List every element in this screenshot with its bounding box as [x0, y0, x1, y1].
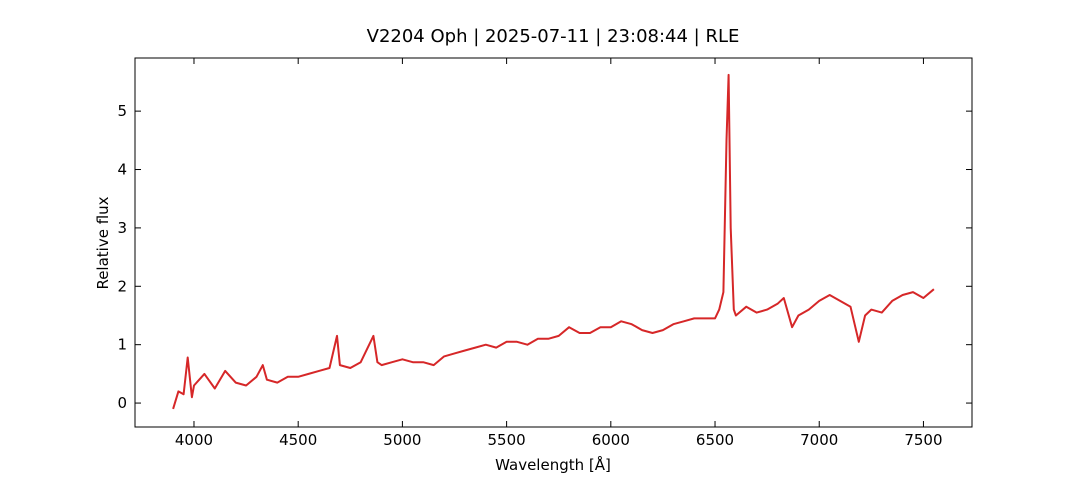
- x-tick-label: 4000: [175, 431, 213, 449]
- x-axis-label: Wavelength [Å]: [495, 455, 611, 474]
- x-tick-label: 5500: [488, 431, 526, 449]
- spectrum-line: [172, 73, 935, 410]
- y-tick-label: 1: [117, 336, 127, 354]
- x-tick-label: 7000: [800, 431, 838, 449]
- y-tick-label: 2: [117, 277, 127, 295]
- x-tick-label: 6000: [592, 431, 630, 449]
- y-tick-label: 0: [117, 394, 127, 412]
- y-tick-label: 5: [117, 102, 127, 120]
- x-tick-label: 6500: [696, 431, 734, 449]
- chart-title: V2204 Oph | 2025-07-11 | 23:08:44 | RLE: [367, 26, 740, 47]
- plot-frame: [134, 57, 973, 428]
- y-axis-label: Relative flux: [94, 196, 112, 289]
- x-tick-label: 7500: [904, 431, 942, 449]
- x-tick-label: 5000: [383, 431, 421, 449]
- y-tick-label: 3: [117, 219, 127, 237]
- x-tick-label: 4500: [279, 431, 317, 449]
- y-tick-label: 4: [117, 161, 127, 179]
